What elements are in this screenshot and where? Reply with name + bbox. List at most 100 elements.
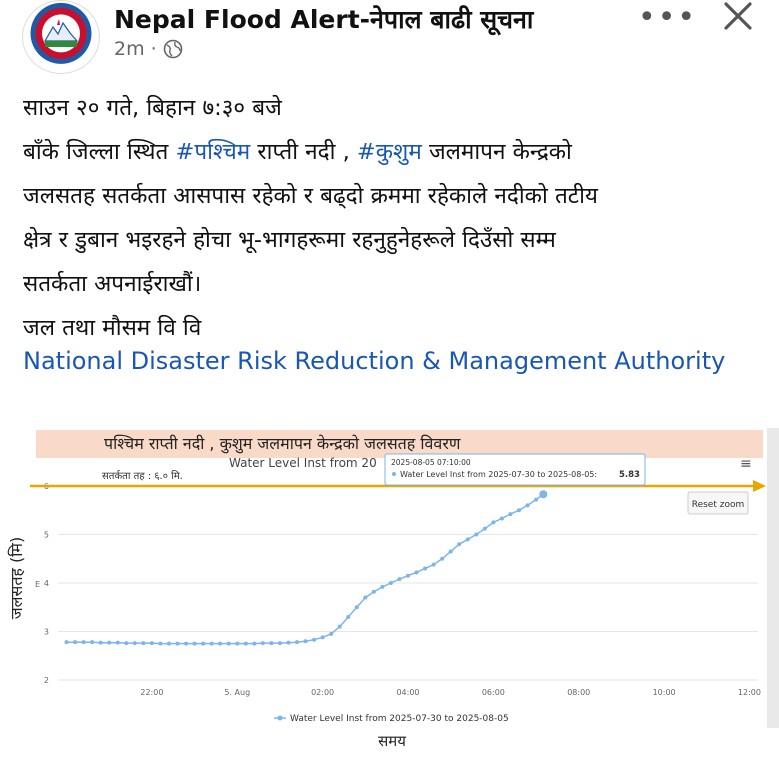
- tooltip-date: 2025-08-05 07:10:00: [391, 458, 471, 467]
- data-point: [457, 542, 462, 547]
- data-point: [201, 641, 206, 646]
- tooltip-value: 5.83: [619, 470, 640, 480]
- data-point: [482, 526, 487, 531]
- post-time[interactable]: 2m: [114, 38, 145, 60]
- data-point: [388, 581, 393, 585]
- data-point: [192, 641, 197, 646]
- data-point: [474, 532, 479, 537]
- reset-zoom-button[interactable]: Reset zoom: [687, 491, 749, 515]
- x-tick-label: 08:00: [567, 688, 590, 697]
- data-point: [346, 614, 351, 619]
- data-point: [414, 570, 419, 575]
- post-meta: 2m ·: [114, 38, 183, 60]
- data-point: [269, 641, 274, 646]
- y-tick-label: 3: [44, 628, 49, 637]
- data-point: [534, 497, 539, 502]
- data-point: [277, 641, 282, 646]
- data-point: [312, 637, 317, 642]
- organization-link[interactable]: National Disaster Risk Reduction & Manag…: [23, 347, 726, 375]
- data-point: [303, 639, 308, 644]
- data-point: [354, 605, 359, 610]
- y-tick-label: 4: [44, 579, 49, 588]
- data-point: [539, 490, 548, 499]
- data-point: [175, 641, 180, 646]
- post-line: जल तथा मौसम वि वि: [23, 315, 202, 341]
- data-point: [320, 635, 325, 640]
- data-point: [465, 537, 470, 542]
- tooltip: 2025-08-05 07:10:00 Water Level Inst fro…: [384, 453, 646, 486]
- data-point: [525, 503, 530, 508]
- data-point: [218, 641, 223, 646]
- x-axis-label: समय: [378, 732, 406, 750]
- reset-zoom-label: Reset zoom: [692, 500, 745, 510]
- legend[interactable]: Water Level Inst from 2025-07-30 to 2025…: [274, 714, 509, 724]
- tooltip-series: Water Level Inst from 2025-07-30 to 2025…: [400, 470, 597, 479]
- x-tick-label: 02:00: [311, 688, 334, 697]
- data-point: [115, 640, 120, 645]
- nepal-emblem-icon: [43, 19, 79, 47]
- chart-menu-icon[interactable]: ≡: [740, 456, 752, 472]
- data-point: [226, 641, 231, 646]
- data-point: [329, 631, 334, 636]
- series-points: [64, 490, 548, 646]
- data-point: [64, 640, 69, 645]
- x-tick-label: 5. Aug: [224, 688, 250, 697]
- chart-banner-bg: [36, 430, 763, 458]
- data-point: [124, 641, 129, 646]
- data-point: [371, 589, 376, 594]
- x-axis-ticks: 22:00 5. Aug 02:00 04:00 06:00 08:00 10:00 12:0…: [140, 688, 761, 697]
- post-line: बाँके जिल्ला स्थित #पश्चिम राप्ती नदी , …: [23, 130, 763, 174]
- page-avatar[interactable]: [22, 0, 100, 74]
- data-point: [423, 566, 428, 571]
- data-point: [235, 641, 240, 646]
- chart-title: Water Level Inst from 20: [229, 456, 377, 470]
- globe-icon: [163, 39, 182, 59]
- page-name[interactable]: Nepal Flood Alert-नेपाल बाढी सूचना: [114, 5, 534, 34]
- data-point: [107, 640, 112, 645]
- hashtag-link[interactable]: #कुशुम: [356, 139, 422, 165]
- post-line: क्षेत्र र डुबान भइरहने होचा भू-भागहरूमा …: [23, 227, 556, 253]
- data-point: [397, 577, 402, 582]
- data-point: [286, 640, 291, 645]
- x-tick-label: 10:00: [653, 688, 676, 697]
- data-point: [295, 640, 300, 645]
- data-point: [448, 549, 453, 554]
- more-options-icon[interactable]: •••: [638, 0, 698, 35]
- data-point: [141, 641, 146, 646]
- x-tick-label: 12:00: [738, 688, 761, 697]
- close-icon[interactable]: [718, 0, 758, 36]
- data-point: [90, 640, 95, 645]
- x-tick-label: 06:00: [482, 688, 505, 697]
- data-point: [499, 516, 504, 521]
- data-point: [166, 641, 171, 646]
- series-line: [66, 493, 544, 645]
- y-tick-label: 5: [44, 531, 49, 540]
- x-tick-label: 22:00: [140, 688, 163, 697]
- warning-label: सतर्कता तह : ६.० मि.: [102, 470, 183, 482]
- data-point: [431, 562, 436, 567]
- post-header: Nepal Flood Alert-नेपाल बाढी सूचना 2m · …: [0, 0, 779, 80]
- data-point: [158, 641, 163, 646]
- data-point: [149, 641, 154, 646]
- post-line: जलसतह सतर्कता आसपास रहेको र बढ्दो क्रममा…: [23, 183, 598, 209]
- data-point: [98, 640, 103, 645]
- y-axis-unit: E: [35, 580, 40, 589]
- chart-image[interactable]: पश्चिम राप्ती नदी , कुशुम जलमापन केन्द्र…: [0, 428, 779, 768]
- data-point: [337, 624, 342, 629]
- chart-banner: पश्चिम राप्ती नदी , कुशुम जलमापन केन्द्र…: [104, 434, 461, 454]
- post-body: साउन २० गते, बिहान ७:३० बजे बाँके जिल्ला…: [23, 86, 763, 350]
- scroll-edge: [767, 428, 779, 728]
- hashtag-link[interactable]: #पश्चिम: [175, 139, 251, 165]
- post-text: जलमापन केन्द्रको: [421, 139, 572, 165]
- data-point: [508, 512, 513, 517]
- post-text: बाँके जिल्ला स्थित: [23, 139, 176, 165]
- data-point: [380, 584, 385, 589]
- data-point: [516, 508, 521, 513]
- water-level-chart: पश्चिम राप्ती नदी , कुशुम जलमापन केन्द्र…: [7, 430, 766, 750]
- meta-separator: ·: [150, 38, 157, 60]
- y-axis-label: जलसतह (मि): [7, 537, 26, 619]
- chart-grid: [58, 485, 758, 681]
- data-point: [491, 520, 496, 525]
- data-point: [184, 641, 189, 646]
- data-point: [363, 595, 368, 600]
